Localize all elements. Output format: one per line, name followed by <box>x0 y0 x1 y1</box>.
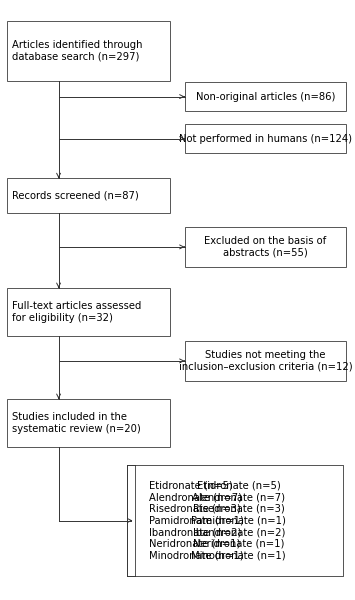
Text: Articles identified through
database search (n=297): Articles identified through database sea… <box>12 40 143 62</box>
Text: Not performed in humans (n=124): Not performed in humans (n=124) <box>179 134 352 143</box>
FancyBboxPatch shape <box>135 465 343 576</box>
FancyBboxPatch shape <box>185 124 346 153</box>
FancyBboxPatch shape <box>135 465 343 576</box>
Text: Non-original articles (n=86): Non-original articles (n=86) <box>196 92 335 101</box>
Text: Records screened (n=87): Records screened (n=87) <box>12 191 139 200</box>
Text: Studies not meeting the
inclusion–exclusion criteria (n=12): Studies not meeting the inclusion–exclus… <box>179 350 352 372</box>
Text: Full-text articles assessed
for eligibility (n=32): Full-text articles assessed for eligibil… <box>12 301 142 323</box>
FancyBboxPatch shape <box>185 341 346 381</box>
FancyBboxPatch shape <box>185 227 346 267</box>
FancyBboxPatch shape <box>7 178 170 213</box>
FancyBboxPatch shape <box>7 21 170 81</box>
FancyBboxPatch shape <box>185 82 346 111</box>
Text: Etidronate (n=5)
Alendronate (n=7)
Risedronate (n=3)
Pamidronate (n=1)
Ibandrona: Etidronate (n=5) Alendronate (n=7) Rised… <box>149 481 244 560</box>
Text: Studies included in the
systematic review (n=20): Studies included in the systematic revie… <box>12 412 141 434</box>
FancyBboxPatch shape <box>7 399 170 447</box>
Text: Etidronate (n=5)
Alendronate (n=7)
Risedronate (n=3)
Pamidronate (n=1)
Ibandrona: Etidronate (n=5) Alendronate (n=7) Rised… <box>191 481 286 560</box>
Text: Excluded on the basis of
abstracts (n=55): Excluded on the basis of abstracts (n=55… <box>204 236 327 258</box>
FancyBboxPatch shape <box>7 288 170 336</box>
